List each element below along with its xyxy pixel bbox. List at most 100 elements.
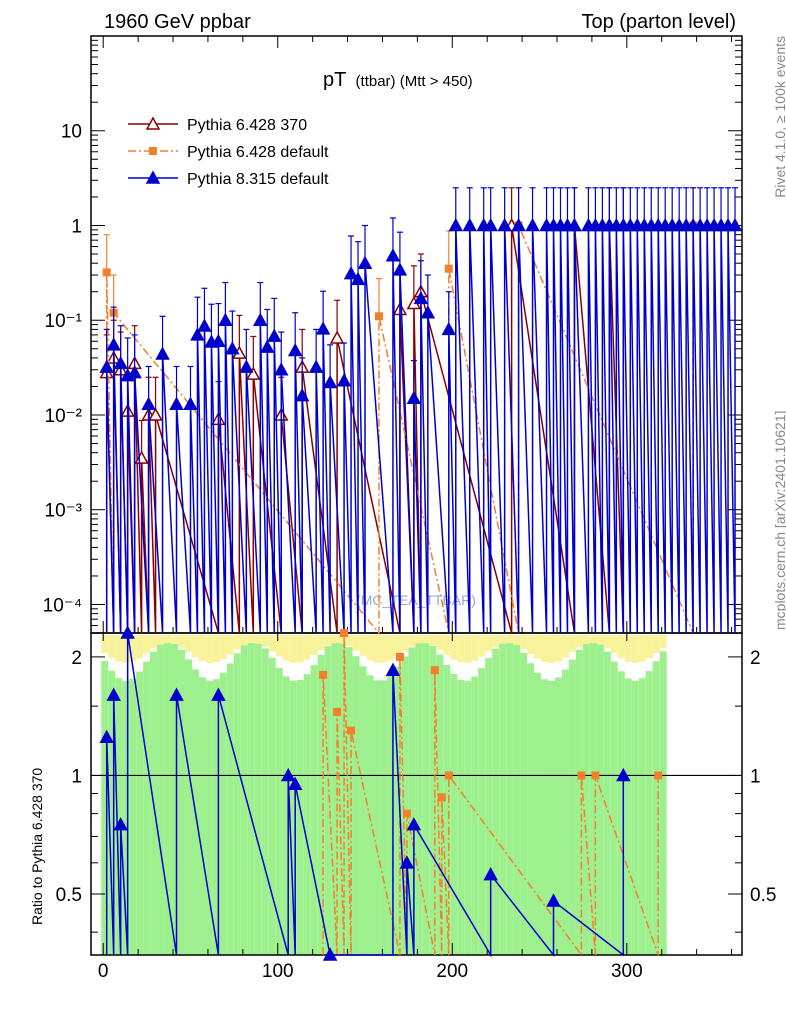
data-point bbox=[315, 321, 331, 335]
ratio-band-yellow bbox=[254, 635, 262, 644]
ratio-band-yellow bbox=[443, 635, 451, 655]
ratio-band-green bbox=[171, 643, 179, 955]
series-line bbox=[322, 632, 659, 958]
data-point bbox=[169, 396, 184, 410]
ratio-band-yellow bbox=[164, 635, 172, 644]
ratio-band-yellow bbox=[450, 635, 458, 660]
data-point bbox=[218, 312, 233, 326]
ratio-band-yellow bbox=[527, 635, 535, 655]
ratio-band-yellow bbox=[436, 635, 444, 650]
ratio-band-yellow bbox=[331, 635, 339, 644]
ratio-band-yellow bbox=[520, 635, 528, 650]
plot-title-main: pT bbox=[323, 69, 346, 91]
data-point bbox=[591, 771, 600, 780]
ratio-band-yellow bbox=[226, 635, 234, 655]
ratio-band-green bbox=[303, 674, 311, 955]
ratio-band-yellow bbox=[178, 635, 185, 648]
ratio-band-green bbox=[485, 658, 493, 955]
ratio-band-yellow bbox=[366, 635, 374, 661]
ratio-band-green bbox=[247, 641, 255, 955]
ratio-band-green bbox=[122, 680, 130, 955]
ratio-band-yellow bbox=[617, 635, 625, 659]
ratio-band-green bbox=[408, 647, 416, 955]
data-point bbox=[385, 662, 401, 676]
ratio-band-yellow bbox=[408, 635, 416, 647]
data-point bbox=[113, 817, 128, 831]
data-point bbox=[102, 268, 111, 277]
ratio-band-yellow bbox=[582, 635, 590, 645]
ratio-band-yellow bbox=[387, 635, 395, 661]
data-point bbox=[444, 771, 453, 780]
ratio-band-yellow bbox=[184, 635, 192, 653]
series-line bbox=[105, 225, 736, 634]
y-tick-label: 10 bbox=[61, 122, 82, 143]
ratio-band-yellow bbox=[324, 635, 332, 646]
data-point bbox=[273, 362, 289, 376]
ratio-band-green bbox=[401, 656, 409, 955]
data-point bbox=[395, 652, 404, 661]
ratio-band-yellow bbox=[240, 635, 248, 646]
data-point bbox=[399, 855, 415, 869]
ratio-band-green bbox=[205, 680, 213, 955]
ratio-band-green bbox=[652, 661, 660, 955]
data-point bbox=[308, 359, 324, 373]
series-line bbox=[105, 632, 625, 958]
data-point bbox=[444, 264, 453, 273]
ratio-band-green bbox=[534, 672, 542, 955]
data-point bbox=[266, 328, 282, 342]
data-point bbox=[546, 893, 561, 907]
data-point bbox=[441, 321, 457, 336]
axis-ticks bbox=[91, 36, 742, 955]
ratio-band-yellow bbox=[373, 635, 381, 663]
ratio-band-yellow bbox=[534, 635, 542, 659]
ratio-band-green bbox=[450, 674, 458, 955]
ratio-band-yellow bbox=[268, 635, 276, 652]
ratio-band-green bbox=[659, 651, 667, 955]
ratio-band-yellow bbox=[191, 635, 199, 658]
ratio-band-green bbox=[380, 680, 388, 955]
data-point bbox=[287, 342, 303, 357]
ratio-band-green bbox=[226, 663, 234, 955]
ratio-band-yellow bbox=[659, 635, 667, 649]
data-point bbox=[113, 355, 128, 370]
ratio-band-green bbox=[282, 676, 290, 955]
ratio-band-yellow bbox=[338, 635, 346, 644]
analysis-watermark: (MC_TEA_TTBAR) bbox=[356, 592, 476, 608]
ratio-band-yellow bbox=[554, 635, 562, 662]
ratio-band-green bbox=[638, 678, 646, 955]
ratio-tick-label-left: 1 bbox=[71, 766, 82, 787]
data-point bbox=[420, 305, 436, 319]
ratio-tick-label-right: 2 bbox=[750, 648, 761, 669]
data-point bbox=[567, 217, 582, 232]
data-point bbox=[141, 396, 156, 410]
ratio-band-green bbox=[198, 677, 206, 955]
ratio-band-green bbox=[219, 672, 227, 955]
mcplots-label: mcplots.cern.ch [arXiv:2401.10621] bbox=[772, 411, 786, 630]
ratio-band-green bbox=[624, 678, 632, 955]
plot-title: pT (ttbar) (Mtt > 450) bbox=[323, 69, 473, 91]
ratio-band-green bbox=[457, 679, 465, 955]
data-point bbox=[374, 312, 383, 321]
y-tick-label: 10⁻² bbox=[45, 406, 83, 427]
data-point bbox=[483, 867, 498, 881]
ratio-band-green bbox=[108, 670, 116, 955]
data-point bbox=[437, 793, 446, 802]
ratio-band-yellow bbox=[610, 635, 618, 654]
ratio-band-green bbox=[101, 661, 109, 955]
ratio-band-yellow bbox=[603, 635, 611, 649]
data-point bbox=[239, 359, 254, 373]
ratio-band-green bbox=[464, 680, 472, 955]
data-point bbox=[329, 330, 345, 344]
data-point bbox=[127, 365, 142, 379]
data-point bbox=[357, 255, 373, 269]
data-point bbox=[511, 217, 526, 232]
ratio-band-green bbox=[373, 680, 381, 955]
data-point bbox=[99, 729, 114, 744]
data-point bbox=[577, 771, 586, 780]
ratio-tick-label-left: 2 bbox=[71, 648, 82, 669]
ratio-band-yellow bbox=[310, 635, 318, 656]
ratio-band-green bbox=[492, 648, 500, 955]
ratio-band-yellow bbox=[282, 635, 290, 661]
data-point bbox=[350, 271, 366, 286]
